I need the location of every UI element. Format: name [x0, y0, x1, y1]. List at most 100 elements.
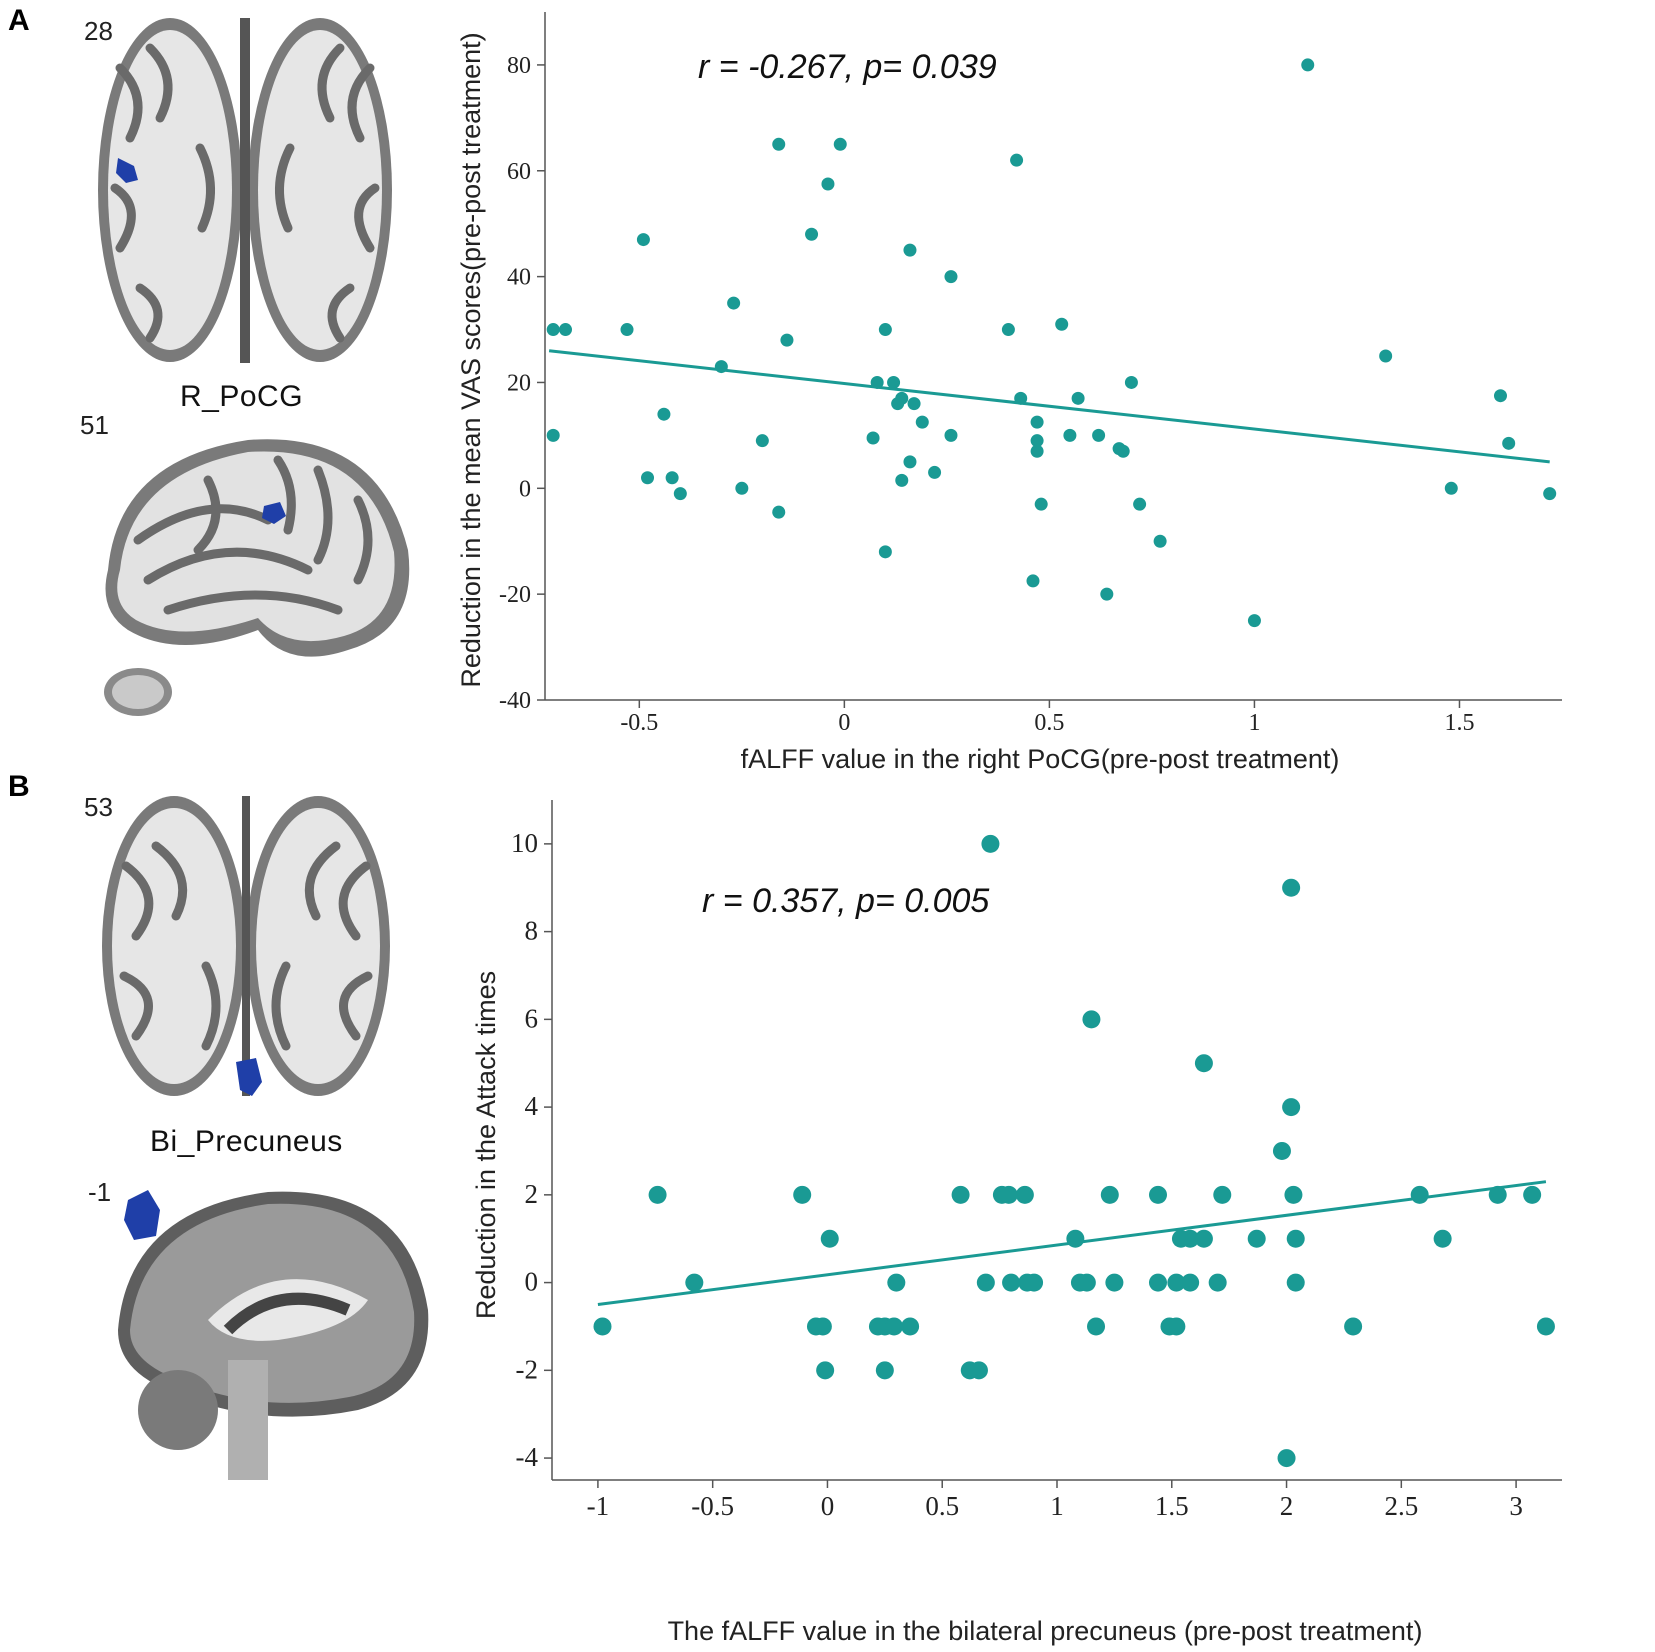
data-point	[976, 1273, 995, 1292]
data-point	[928, 465, 942, 479]
data-point	[673, 487, 687, 501]
data-point	[1286, 1273, 1305, 1292]
data-point	[805, 227, 819, 241]
data-point	[895, 473, 909, 487]
data-point	[1002, 1273, 1021, 1292]
x-tick-label: 2.5	[1384, 1491, 1418, 1521]
data-point	[1014, 391, 1028, 405]
panel-letter-a: A	[8, 4, 30, 37]
sagittal-brain-slice-a	[104, 439, 410, 716]
data-point	[1379, 349, 1393, 363]
data-point	[1082, 1010, 1101, 1029]
sagittal-brain-slice-b	[118, 1190, 429, 1480]
data-point	[546, 323, 560, 337]
data-point	[648, 1185, 667, 1204]
data-point	[878, 323, 892, 337]
scatter-chart-a: -40 -20 0 20 40 60 80 -0.5 0 0.5 1 1.5 r = -0.267, …	[456, 12, 1562, 774]
data-point	[1167, 1273, 1186, 1292]
data-point	[866, 431, 880, 445]
roi-marker-a-bottom	[262, 502, 286, 524]
data-point	[887, 375, 901, 389]
data-point	[1153, 534, 1167, 548]
x-tick-label: 1	[1050, 1491, 1064, 1521]
chart-a-x-axis-label: fALFF value in the right PoCG(pre-post t…	[741, 744, 1340, 774]
data-point	[1133, 497, 1147, 511]
y-tick-label: -4	[516, 1442, 539, 1472]
data-point	[1010, 153, 1024, 167]
chart-b-points	[593, 834, 1555, 1468]
roi-marker-b-bottom	[124, 1190, 160, 1240]
y-tick-label: 0	[525, 1267, 539, 1297]
data-point	[1124, 375, 1138, 389]
y-tick-label: 2	[525, 1179, 539, 1209]
data-point	[793, 1185, 812, 1204]
data-point	[1066, 1229, 1085, 1248]
data-point	[1181, 1229, 1200, 1248]
data-point	[833, 137, 847, 151]
data-point	[1502, 436, 1516, 450]
data-point	[1100, 1185, 1119, 1204]
data-point	[780, 333, 794, 347]
x-tick-label: 1.5	[1155, 1491, 1189, 1521]
data-point	[1105, 1273, 1124, 1292]
chart-a-y-axis-label: Reduction in the mean VAS scores(pre-pos…	[456, 32, 486, 687]
data-point	[1410, 1185, 1429, 1204]
data-point	[772, 137, 786, 151]
y-tick-label: 6	[525, 1003, 539, 1033]
data-point	[620, 323, 634, 337]
data-point	[1272, 1141, 1291, 1160]
x-tick-label: 2	[1280, 1491, 1294, 1521]
chart-a-axes	[544, 12, 1562, 701]
data-point	[641, 471, 655, 485]
data-point	[878, 545, 892, 559]
data-point	[1181, 1273, 1200, 1292]
data-point	[1149, 1273, 1167, 1292]
data-point	[685, 1273, 704, 1292]
x-tick-label: 1	[1248, 710, 1260, 736]
data-point	[1034, 497, 1048, 511]
data-point	[714, 360, 728, 374]
y-tick-label: 20	[507, 370, 531, 396]
slice-number-a-bottom: 51	[80, 410, 109, 440]
data-point	[1247, 1229, 1266, 1248]
chart-a-fit-line	[548, 349, 1550, 464]
data-point	[657, 407, 671, 421]
data-point	[944, 270, 958, 284]
data-point	[915, 415, 929, 429]
data-point	[1493, 389, 1507, 403]
y-tick-label: 0	[519, 476, 531, 502]
data-point	[772, 505, 786, 519]
data-point	[951, 1185, 970, 1204]
data-point	[875, 1361, 894, 1380]
y-tick-label: 80	[507, 53, 531, 79]
roi-marker-b-top	[236, 1058, 262, 1096]
y-tick-label: 60	[507, 159, 531, 185]
chart-a-points	[546, 58, 1557, 628]
y-tick-label: -20	[499, 582, 531, 608]
data-point	[559, 323, 573, 337]
chart-b-x-axis-label: The fALFF value in the bilateral precune…	[668, 1616, 1423, 1646]
data-point	[1543, 487, 1557, 501]
slice-number-b-top: 53	[84, 792, 113, 822]
data-point	[1536, 1317, 1555, 1336]
x-tick-label: 0	[838, 710, 850, 736]
chart-a-ticks: -40 -20 0 20 40 60 80 -0.5 0 0.5 1 1.5	[499, 53, 1474, 736]
chart-a-annotation: r = -0.267, p= 0.039	[698, 48, 997, 86]
data-point	[944, 428, 958, 442]
data-point	[820, 1229, 839, 1248]
x-tick-label: -1	[587, 1491, 610, 1521]
data-point	[901, 1317, 920, 1336]
chart-b-annotation: r = 0.357, p= 0.005	[702, 882, 989, 920]
data-point	[727, 296, 741, 310]
chart-b-ticks: -4 -2 0 2 4 6 8 10 -1 -0.5 0 0.5 1 1.5 2 2.5 3	[511, 828, 1523, 1521]
data-point	[1277, 1449, 1296, 1468]
data-point	[813, 1317, 832, 1336]
data-point	[1026, 574, 1040, 588]
data-point	[1100, 587, 1114, 601]
x-tick-label: 0	[821, 1491, 835, 1521]
axial-brain-slice-b	[102, 796, 390, 1096]
chart-b-y-axis-label: Reduction in the Attack times	[471, 971, 501, 1319]
x-tick-label: -0.5	[620, 710, 658, 736]
data-point	[735, 481, 749, 495]
data-point	[665, 471, 679, 485]
